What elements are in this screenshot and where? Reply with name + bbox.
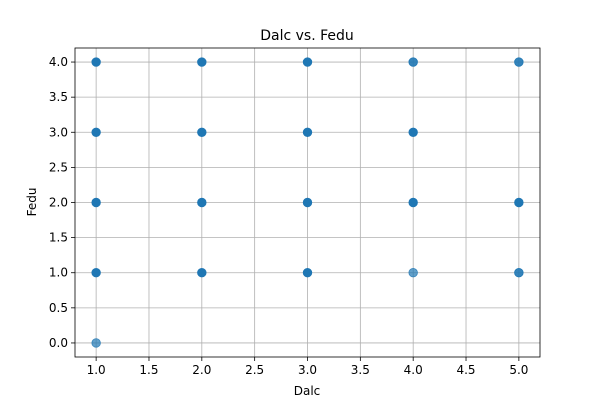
scatter-point: [91, 197, 101, 208]
x-tick-label: 3.5: [351, 363, 370, 377]
scatter-point: [302, 127, 313, 137]
y-tick-label: 0.0: [49, 336, 68, 350]
scatter-point: [302, 268, 313, 278]
y-tick-label: 3.0: [49, 125, 68, 139]
x-axis-ticks: 1.0 1.5 2.0 2.5 3.0 3.5 4.0 4.5 5.0: [87, 357, 528, 377]
scatter-point: [408, 57, 418, 67]
scatter-point: [302, 57, 313, 67]
y-tick-label: 4.0: [49, 55, 68, 69]
scatter-point: [408, 197, 418, 208]
scatter-point: [91, 268, 101, 278]
x-axis-label: Dalc: [294, 384, 321, 398]
x-tick-label: 5.0: [509, 363, 528, 377]
x-tick-label: 4.5: [456, 363, 475, 377]
y-axis-ticks: 0.0 0.5 1.0 1.5 2.0 2.5 3.0 3.5 4.0: [49, 55, 75, 350]
x-tick-label: 4.0: [404, 363, 423, 377]
y-tick-label: 2.0: [49, 196, 68, 210]
x-tick-label: 2.5: [245, 363, 264, 377]
x-tick-label: 1.5: [139, 363, 158, 377]
x-tick-label: 2.0: [192, 363, 211, 377]
scatter-point: [514, 197, 524, 208]
scatter-point: [91, 57, 101, 67]
data-points: [91, 57, 524, 348]
scatter-point: [408, 127, 418, 137]
scatter-point: [91, 338, 101, 348]
y-tick-label: 3.5: [49, 90, 68, 104]
y-tick-label: 2.5: [49, 160, 68, 174]
scatter-point: [197, 57, 207, 67]
scatter-point: [408, 268, 418, 278]
y-tick-label: 1.5: [49, 231, 68, 245]
y-axis-label: Fedu: [25, 188, 39, 217]
x-tick-label: 1.0: [87, 363, 106, 377]
scatter-point: [197, 268, 207, 278]
scatter-point: [91, 127, 101, 137]
scatter-point: [514, 57, 524, 67]
chart-title: Dalc vs. Fedu: [260, 28, 354, 44]
y-tick-label: 1.0: [49, 266, 68, 280]
scatter-point: [197, 127, 207, 137]
y-tick-label: 0.5: [49, 301, 68, 315]
scatter-point: [197, 197, 207, 208]
scatter-point: [302, 197, 313, 208]
scatter-point: [514, 268, 524, 278]
x-tick-label: 3.0: [298, 363, 317, 377]
